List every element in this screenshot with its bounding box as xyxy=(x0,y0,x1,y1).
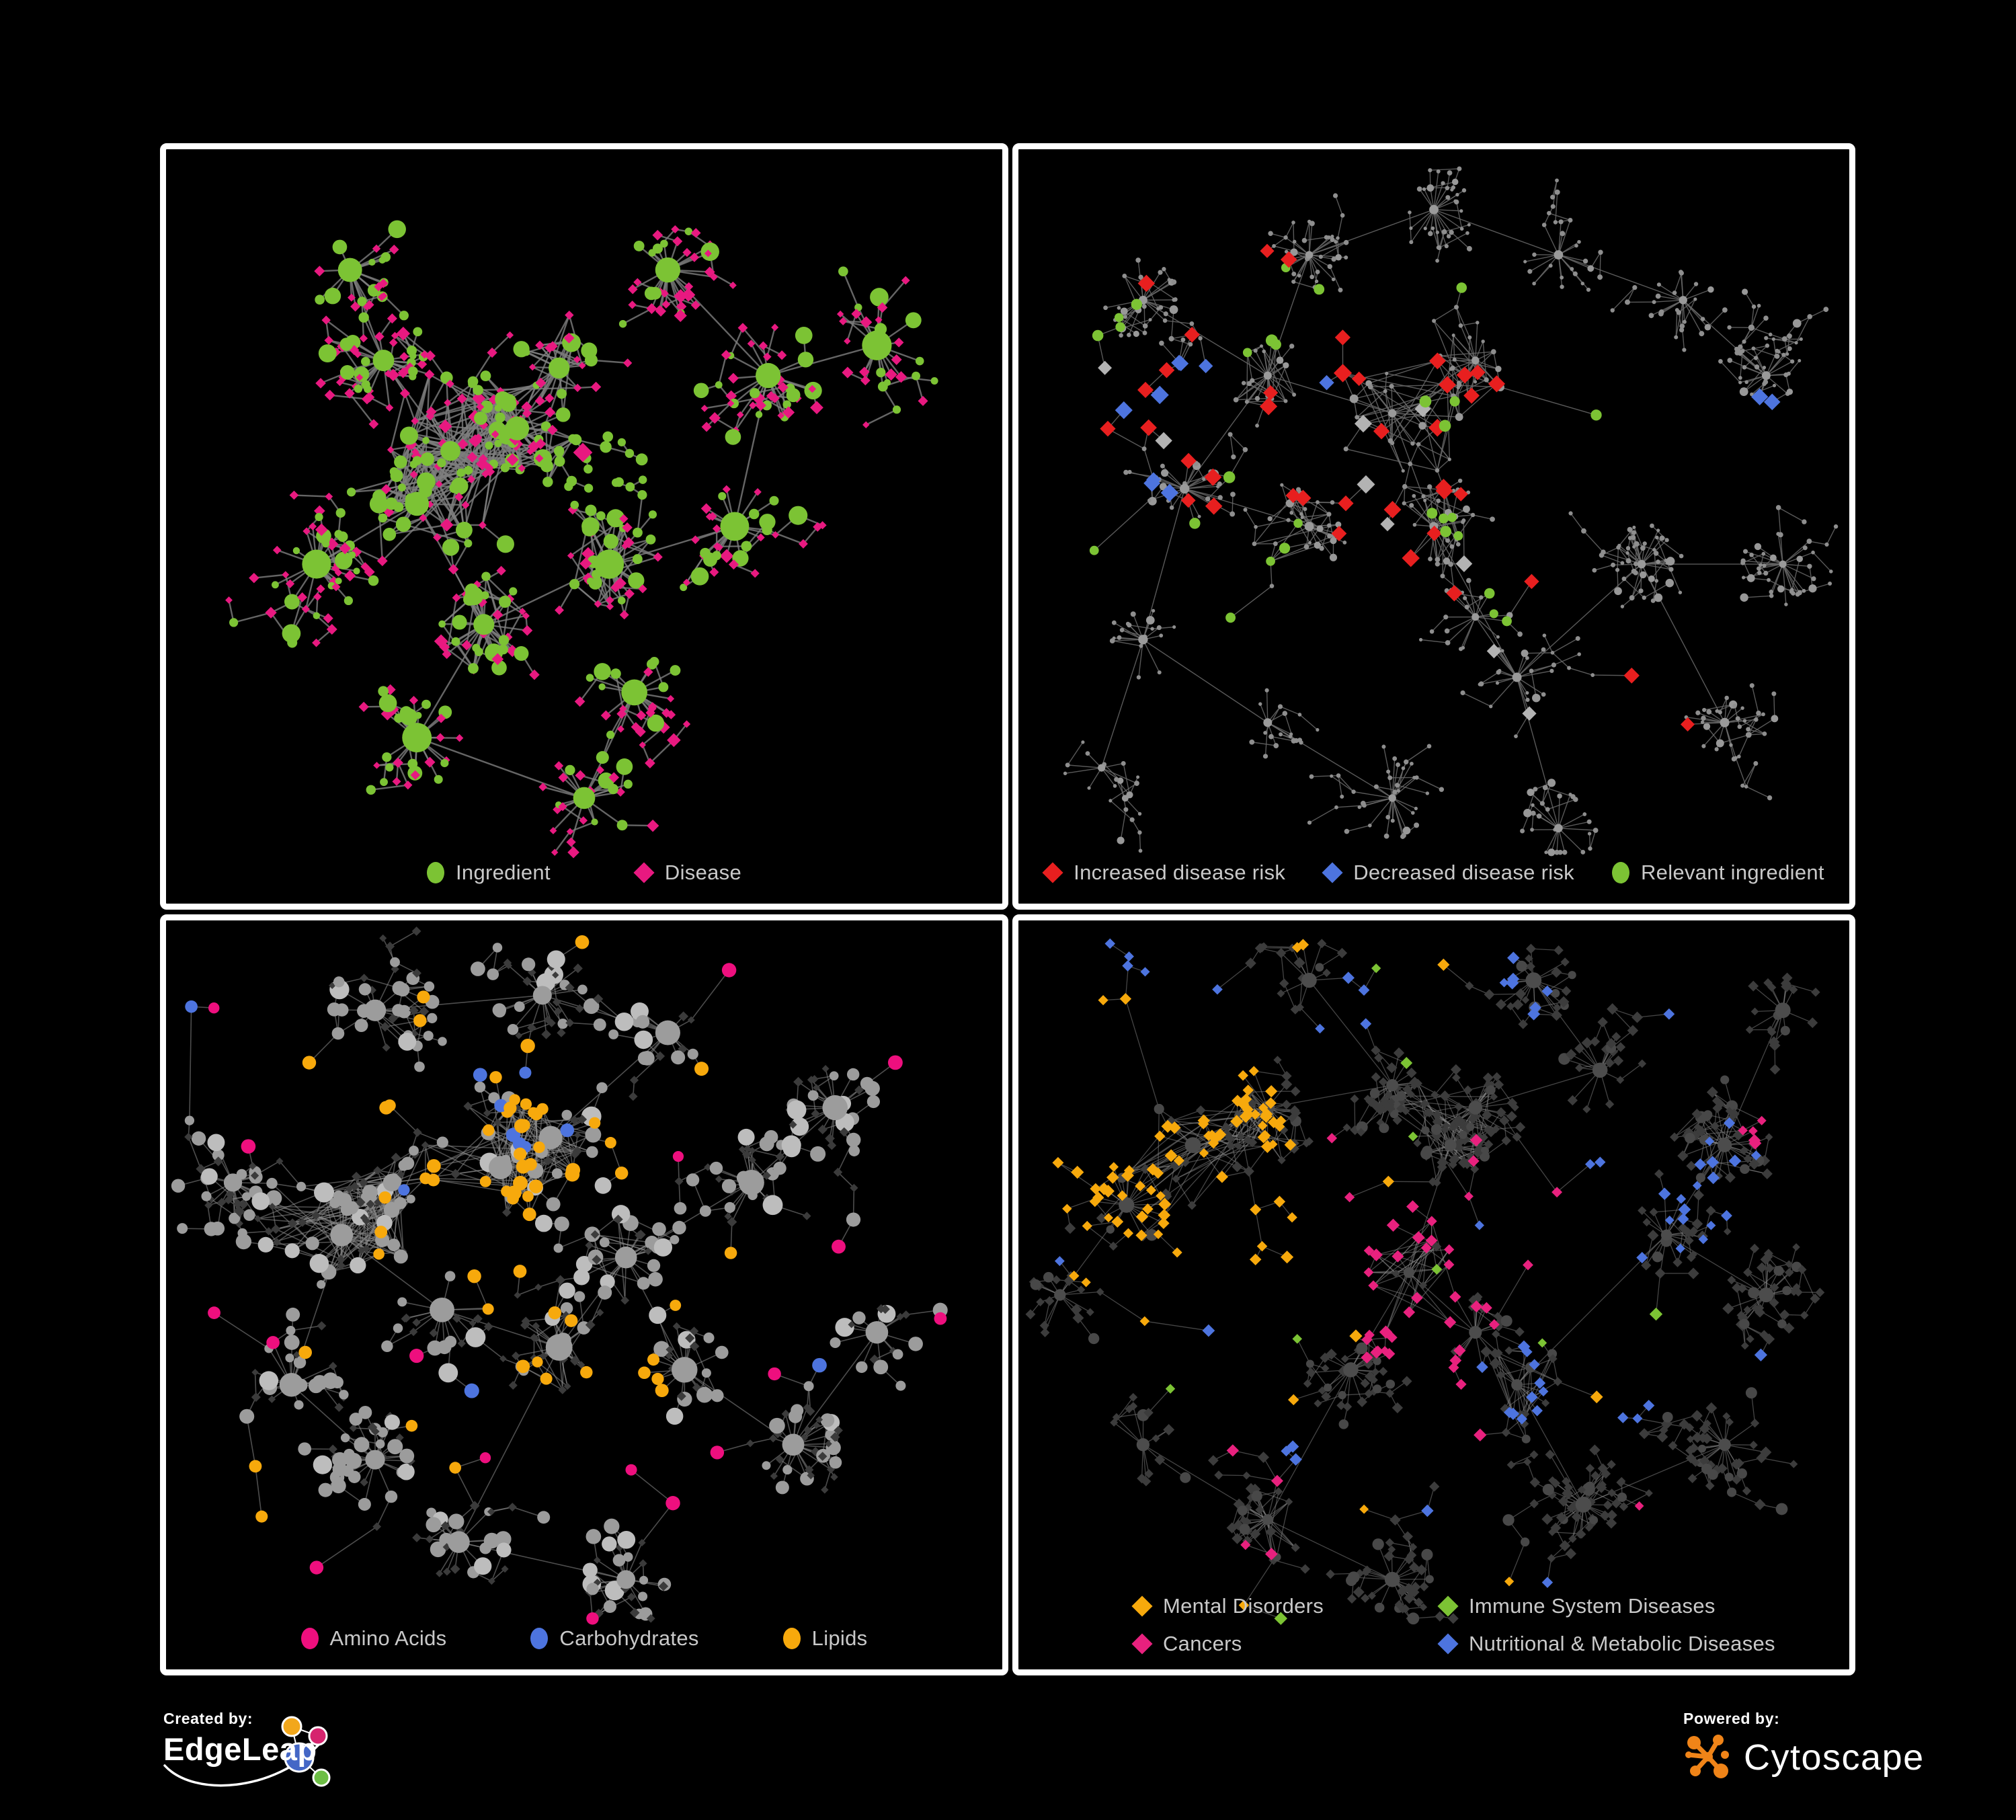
circle-marker-icon xyxy=(1612,862,1629,883)
panel-ingredient-class-network: Amino Acids Carbohydrates Lipids xyxy=(160,914,1008,1675)
circle-marker-icon xyxy=(782,1628,801,1649)
panel-ingredient-disease-network: Ingredient Disease xyxy=(160,143,1008,910)
legend-item: Relevant ingredient xyxy=(1612,861,1824,885)
edgeleap-wordmark: EdgeLeap xyxy=(163,1731,317,1767)
circle-marker-icon xyxy=(300,1628,319,1649)
legend-ingredient-disease: Ingredient Disease xyxy=(166,861,1002,885)
legend-item: Increased disease risk xyxy=(1042,861,1286,885)
powered-by-branding: Powered by: xyxy=(1683,1710,1925,1783)
disease-category-network-graph xyxy=(1025,938,1825,1625)
diamond-marker-icon xyxy=(1131,1633,1153,1655)
legend-item: Immune System Diseases xyxy=(1437,1594,1775,1618)
legend-label: Decreased disease risk xyxy=(1353,861,1574,884)
legend-label: Disease xyxy=(664,861,741,884)
created-by-branding: Created by: EdgeLeap xyxy=(163,1710,331,1805)
legend-label: Lipids xyxy=(811,1626,868,1650)
legend-ingredient-class: Amino Acids Carbohydrates Lipids xyxy=(166,1626,1002,1651)
legend-item: Amino Acids xyxy=(300,1626,447,1651)
legend-item: Nutritional & Metabolic Diseases xyxy=(1437,1632,1775,1656)
edgeleap-node-orange xyxy=(281,1716,303,1737)
panel-disease-category-network: Mental Disorders Immune System Diseases Ca… xyxy=(1012,914,1855,1675)
edgeleap-node-green xyxy=(312,1768,331,1787)
diamond-marker-icon xyxy=(1131,1595,1153,1617)
legend-item: Carbohydrates xyxy=(530,1626,698,1651)
legend-label: Ingredient xyxy=(456,861,551,884)
legend-label: Immune System Diseases xyxy=(1469,1594,1716,1618)
legend-item: Disease xyxy=(633,861,741,885)
circle-marker-icon xyxy=(427,862,444,883)
powered-by-label: Powered by: xyxy=(1683,1710,1780,1727)
panel-disease-risk-network: Increased disease risk Decreased disease … xyxy=(1012,143,1855,910)
legend-label: Amino Acids xyxy=(329,1626,447,1650)
legend-item: Decreased disease risk xyxy=(1322,861,1574,885)
diamond-marker-icon xyxy=(1437,1595,1459,1617)
ingredient-class-network-graph xyxy=(171,926,948,1625)
edgeleap-node-pink xyxy=(308,1726,328,1746)
disease-risk-network-graph xyxy=(1063,166,1839,857)
edgeleap-node-blue xyxy=(284,1742,315,1773)
diamond-marker-icon xyxy=(633,862,655,883)
circle-marker-icon xyxy=(530,1628,549,1649)
legend-label: Increased disease risk xyxy=(1074,861,1286,884)
legend-label: Relevant ingredient xyxy=(1641,861,1824,884)
ingredient-disease-network-graph xyxy=(225,220,938,859)
diamond-marker-icon xyxy=(1322,862,1343,883)
legend-item: Mental Disorders xyxy=(1131,1594,1439,1618)
legend-item: Lipids xyxy=(782,1626,868,1651)
legend-label: Nutritional & Metabolic Diseases xyxy=(1469,1632,1775,1655)
diamond-marker-icon xyxy=(1437,1633,1459,1655)
legend-disease-category: Mental Disorders Immune System Diseases Ca… xyxy=(1018,1594,1775,1656)
legend-label: Cancers xyxy=(1163,1632,1242,1655)
legend-item: Ingredient xyxy=(427,861,551,885)
cytoscape-logo-icon xyxy=(1685,1735,1729,1778)
legend-label: Carbohydrates xyxy=(559,1626,699,1650)
legend-disease-risk: Increased disease risk Decreased disease … xyxy=(1018,861,1849,885)
cytoscape-wordmark: Cytoscape xyxy=(1744,1737,1925,1778)
legend-label: Mental Disorders xyxy=(1163,1594,1324,1618)
created-by-label: Created by: xyxy=(163,1710,253,1727)
legend-item: Cancers xyxy=(1131,1632,1439,1656)
diamond-marker-icon xyxy=(1042,862,1063,883)
edgeleap-logo-icon xyxy=(163,1716,331,1787)
